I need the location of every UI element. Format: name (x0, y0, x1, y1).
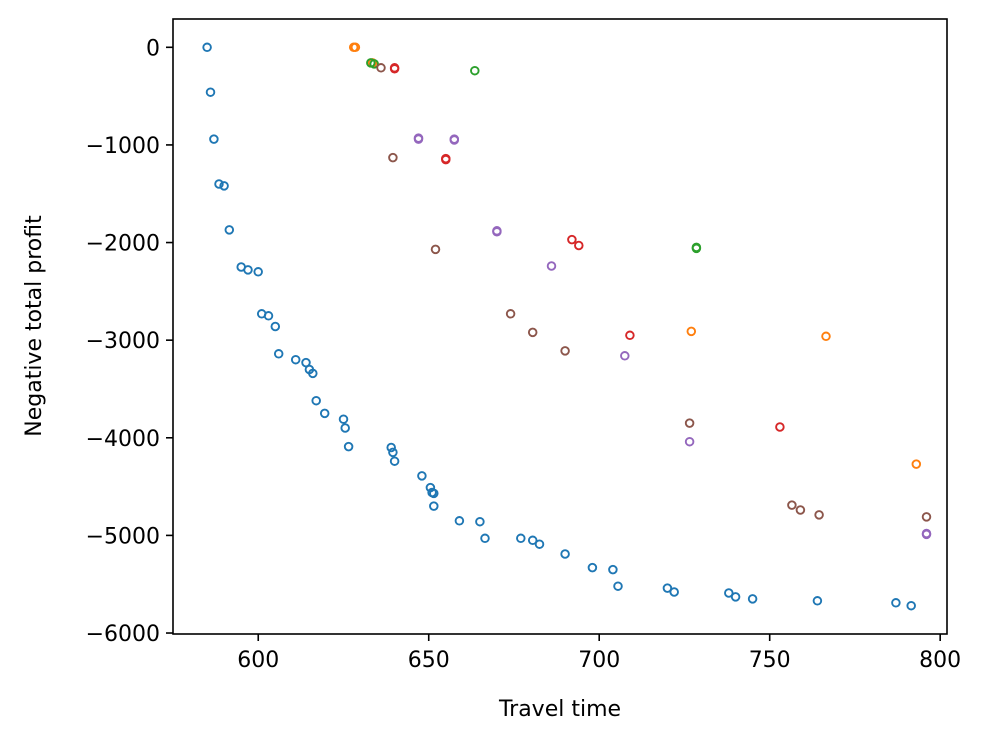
data-point (202, 42, 212, 53)
x-tick-label: 650 (408, 648, 450, 673)
data-point (891, 598, 901, 608)
y-tick-label: 0 (146, 36, 160, 61)
data-point (686, 326, 697, 337)
data-point (209, 134, 219, 144)
data-point (516, 533, 526, 544)
data-point (475, 516, 485, 527)
data-point (388, 152, 398, 163)
data-point (527, 327, 538, 338)
data-point (480, 533, 490, 544)
x-tick-label: 700 (578, 648, 620, 673)
data-point (263, 311, 274, 321)
data-point (546, 261, 557, 271)
y-tick-label: −4000 (86, 427, 160, 452)
data-point (730, 592, 741, 602)
data-point (273, 349, 284, 359)
data-point (441, 154, 451, 165)
data-point (911, 459, 922, 469)
x-tick-label: 600 (237, 648, 279, 673)
data-point (620, 351, 630, 361)
data-point (505, 309, 516, 319)
data-point (219, 181, 229, 191)
data-point (417, 471, 427, 481)
y-tick-label: −3000 (86, 329, 160, 354)
data-point (386, 442, 396, 453)
data-point (376, 63, 386, 73)
data-point (224, 225, 235, 235)
data-point (430, 244, 441, 255)
data-point (388, 447, 398, 458)
data-point (921, 529, 932, 540)
y-tick-label: −1000 (86, 134, 160, 159)
data-point (350, 42, 361, 53)
data-point (369, 59, 379, 69)
data-point (821, 331, 831, 342)
data-point (560, 549, 570, 559)
data-point (429, 501, 439, 511)
x-tick-label: 800 (919, 648, 961, 673)
y-tick-label: −2000 (86, 232, 160, 257)
data-point (587, 562, 598, 573)
data-point (311, 395, 321, 406)
data-point (724, 588, 734, 598)
data-point (290, 354, 301, 365)
y-axis-label: Negative total profit (22, 215, 47, 437)
data-point (625, 330, 635, 341)
data-point (560, 346, 570, 356)
y-axis-ticks: 0 −1000 −2000 −3000 −4000 −5000 −6000 (86, 36, 173, 647)
data-point (574, 240, 584, 251)
data-point (906, 600, 916, 611)
data-point (684, 418, 695, 428)
data-point (787, 500, 797, 510)
data-point (669, 587, 679, 597)
x-axis-ticks: 600 650 700 750 800 (237, 634, 961, 673)
data-point (340, 423, 350, 433)
data-point (492, 227, 502, 237)
data-point (270, 321, 281, 332)
data-point (319, 408, 330, 419)
data-point (684, 436, 695, 447)
data-point (747, 594, 758, 604)
data-point (253, 267, 263, 277)
data-point (534, 539, 545, 549)
x-axis-label: Travel time (498, 697, 621, 722)
data-point (454, 516, 465, 526)
data-point (343, 441, 354, 452)
data-point (812, 596, 823, 606)
data-point (243, 265, 253, 275)
data-point (338, 414, 349, 424)
data-point (429, 488, 439, 499)
data-point (814, 510, 824, 520)
data-point (921, 512, 932, 522)
data-point (413, 134, 424, 144)
data-points (202, 42, 932, 611)
data-point (795, 505, 806, 515)
data-point (613, 581, 623, 591)
data-point (775, 422, 785, 432)
data-point (608, 564, 618, 575)
data-point (205, 87, 216, 97)
y-tick-label: −6000 (86, 622, 160, 647)
data-point (389, 64, 400, 74)
data-point (308, 368, 318, 379)
x-tick-label: 750 (749, 648, 791, 673)
data-point (214, 179, 224, 189)
y-tick-label: −5000 (86, 524, 160, 549)
plot-frame (172, 18, 948, 635)
data-point (449, 135, 460, 145)
data-point (691, 243, 702, 254)
data-point (527, 535, 538, 546)
data-point (567, 234, 577, 245)
data-point (389, 456, 400, 466)
data-point (662, 583, 673, 593)
data-point (470, 65, 480, 76)
